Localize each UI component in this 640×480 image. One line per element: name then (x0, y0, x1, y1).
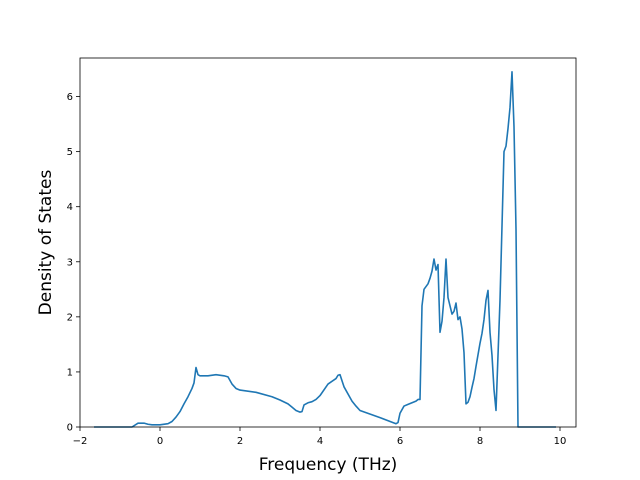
y-axis-ticks: 0 1 2 3 4 5 6 (67, 92, 80, 434)
y-axis-label: Density of States (36, 170, 56, 316)
axes-frame (79, 57, 577, 428)
x-axis-ticks: −2 0 2 4 6 8 10 (73, 427, 567, 447)
x-tick-label: −2 (73, 436, 88, 447)
y-tick-label: 5 (67, 147, 73, 158)
x-tick-label: 10 (554, 436, 567, 447)
y-tick-label: 1 (67, 367, 73, 378)
x-tick-label: 0 (157, 436, 163, 447)
x-axis-label: Frequency (THz) (259, 455, 398, 475)
dos-series-line-0 (94, 70, 556, 428)
y-tick-label: 2 (67, 312, 73, 323)
x-tick-label: 8 (477, 436, 483, 447)
x-tick-label: 4 (317, 436, 323, 447)
plot-content (94, 70, 556, 428)
y-tick-label: 0 (67, 423, 73, 434)
y-tick-label: 4 (67, 202, 73, 213)
x-tick-label: 2 (237, 436, 243, 447)
y-tick-label: 6 (67, 92, 73, 103)
y-tick-label: 3 (67, 257, 73, 268)
x-tick-label: 6 (397, 436, 403, 447)
